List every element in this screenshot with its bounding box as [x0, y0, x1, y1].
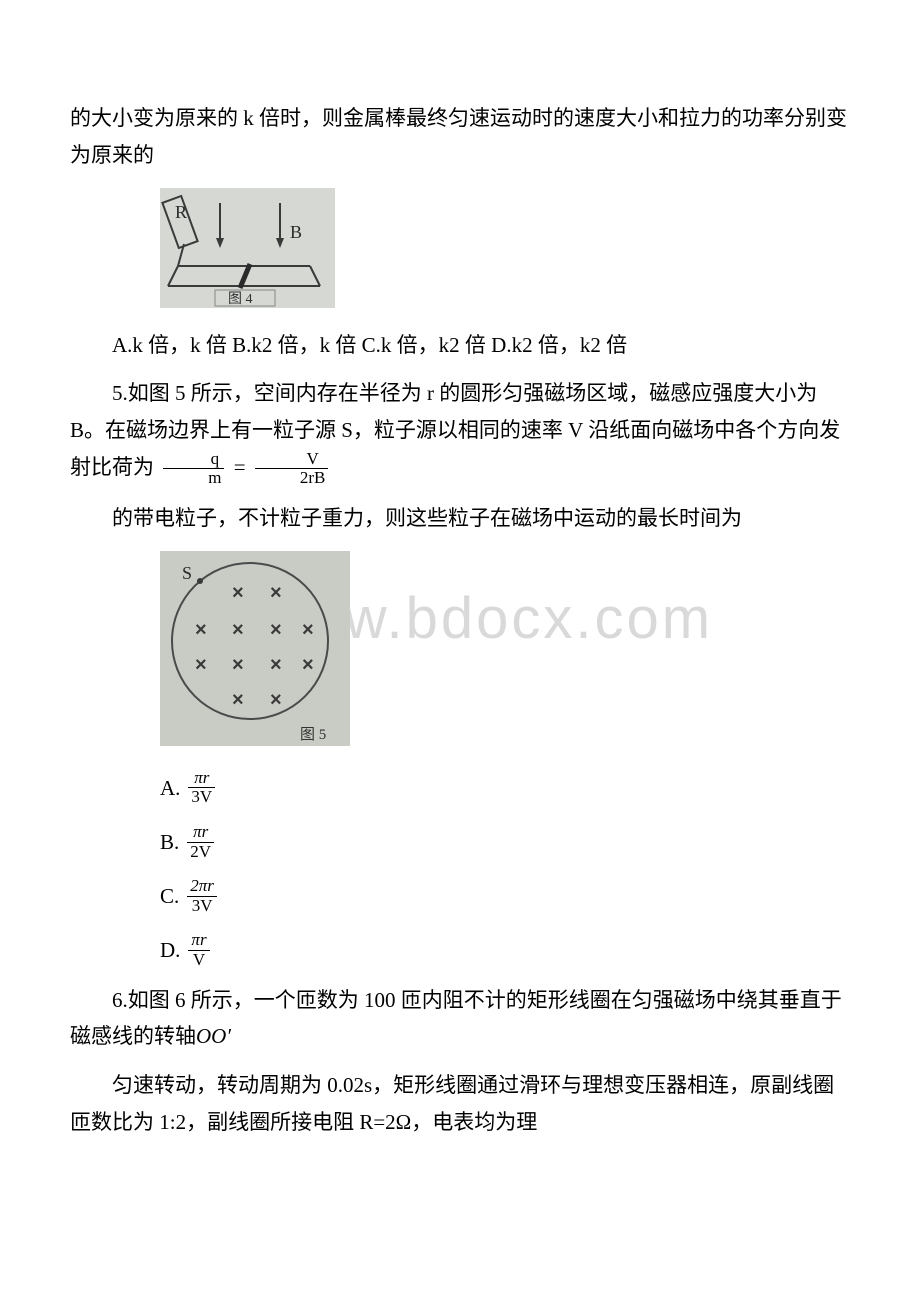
q5-formula-lhs: q m: [163, 450, 224, 488]
resistor-label: R: [175, 202, 187, 222]
figure-4-svg: R B 图 4: [160, 188, 335, 308]
svg-text:×: ×: [270, 619, 282, 641]
q5-opt-c-den: 3V: [187, 897, 217, 916]
figure-5-svg: S × × × × × × × × × × × × 图 5: [160, 551, 350, 746]
svg-text:×: ×: [232, 582, 244, 604]
q5-lhs-num: q: [163, 450, 224, 470]
q5-option-b: B. πr 2V: [160, 819, 850, 865]
svg-text:×: ×: [232, 619, 244, 641]
q5-opt-a-frac: πr 3V: [188, 769, 215, 807]
q5-opt-a-num: πr: [188, 769, 215, 789]
q5-opt-b-frac: πr 2V: [187, 823, 214, 861]
paragraph-q4-tail: 的大小变为原来的 k 倍时，则金属棒最终匀速运动时的速度大小和拉力的功率分别变为…: [70, 100, 850, 174]
q5-rhs-num: V: [255, 450, 329, 470]
q5-option-a: A. πr 3V: [160, 765, 850, 811]
paragraph-q5-b: 的带电粒子，不计粒子重力，则这些粒子在磁场中运动的最长时间为: [70, 500, 850, 537]
svg-text:×: ×: [270, 654, 282, 676]
svg-text:×: ×: [232, 689, 244, 711]
q5-rhs-den: 2rB: [255, 469, 329, 488]
paragraph-q6-b: 匀速转动，转动周期为 0.02s，矩形线圈通过滑环与理想变压器相连，原副线圈匝数…: [70, 1067, 850, 1141]
s-label: S: [182, 563, 192, 583]
s-dot: [197, 578, 203, 584]
q5-lhs-den: m: [163, 469, 224, 488]
q5-opt-d-num: πr: [188, 931, 209, 951]
paragraph-q6-a: 6.如图 6 所示，一个匝数为 100 匝内阻不计的矩形线圈在匀强磁场中绕其垂直…: [70, 982, 850, 1056]
svg-text:×: ×: [232, 654, 244, 676]
q6-text-a: 6.如图 6 所示，一个匝数为 100 匝内阻不计的矩形线圈在匀强磁场中绕其垂直…: [70, 988, 842, 1049]
q5-opt-b-den: 2V: [187, 843, 214, 862]
b-label: B: [290, 222, 302, 242]
q5-option-c: C. 2πr 3V: [160, 873, 850, 919]
figure-5-caption: 图 5: [300, 726, 326, 743]
q5-opt-d-frac: πr V: [188, 931, 209, 969]
q5-opt-b-num: πr: [187, 823, 214, 843]
svg-text:×: ×: [302, 619, 314, 641]
q5-opt-c-label: C.: [160, 873, 179, 919]
figure-4-caption: 图 4: [228, 292, 253, 307]
q5-opt-a-den: 3V: [188, 788, 215, 807]
svg-text:×: ×: [195, 619, 207, 641]
q5-option-d: D. πr V: [160, 927, 850, 973]
q5-eq: =: [234, 455, 246, 479]
figure-5-container: S × × × × × × × × × × × × 图 5: [160, 551, 850, 751]
svg-text:×: ×: [270, 582, 282, 604]
paragraph-q5-a: 5.如图 5 所示，空间内存在半径为 r 的圆形匀强磁场区域，磁感应强度大小为 …: [70, 375, 850, 488]
q5-opt-b-label: B.: [160, 819, 179, 865]
figure-4-container: R B 图 4: [160, 188, 850, 313]
q5-opt-a-label: A.: [160, 765, 180, 811]
svg-text:×: ×: [270, 689, 282, 711]
q5-opt-d-label: D.: [160, 927, 180, 973]
q5-opt-c-frac: 2πr 3V: [187, 877, 217, 915]
q4-options: A.k 倍，k 倍 B.k2 倍，k 倍 C.k 倍，k2 倍 D.k2 倍，k…: [70, 327, 850, 364]
svg-text:×: ×: [195, 654, 207, 676]
q5-opt-d-den: V: [188, 951, 209, 970]
q5-opt-c-num: 2πr: [187, 877, 217, 897]
q5-formula-rhs: V 2rB: [255, 450, 329, 488]
svg-text:×: ×: [302, 654, 314, 676]
oo-prime: OO′: [196, 1024, 231, 1048]
